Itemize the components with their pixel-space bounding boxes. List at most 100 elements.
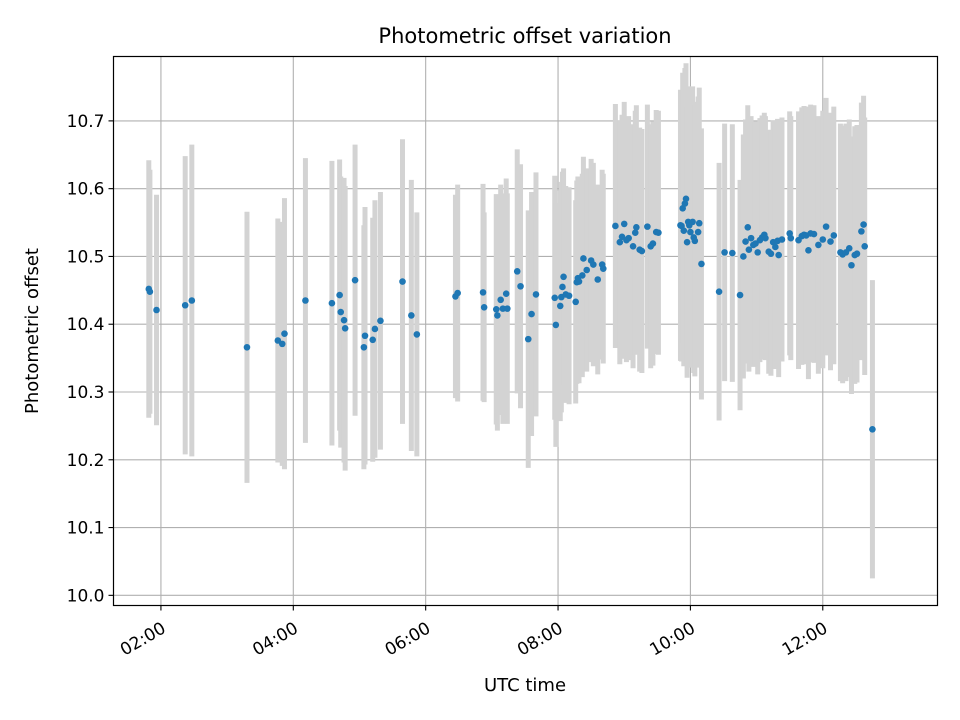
- data-point: [612, 222, 619, 230]
- data-point: [742, 238, 749, 245]
- data-point: [655, 229, 662, 237]
- data-point: [695, 219, 703, 227]
- data-point: [336, 291, 343, 299]
- data-point: [853, 250, 861, 258]
- data-point: [556, 302, 564, 310]
- data-point: [575, 278, 583, 285]
- data-point: [861, 242, 868, 250]
- data-point: [736, 291, 744, 299]
- data-point: [281, 330, 288, 338]
- data-point: [340, 316, 348, 324]
- data-point: [858, 228, 865, 235]
- data-point: [689, 218, 696, 226]
- data-point: [532, 291, 540, 298]
- chart-title: Photometric offset variation: [378, 24, 671, 48]
- data-point: [565, 292, 573, 300]
- data-point: [805, 247, 812, 254]
- data-point: [715, 288, 723, 295]
- y-axis-title: Photometric offset: [22, 248, 43, 414]
- data-point: [369, 336, 377, 344]
- data-point: [827, 238, 834, 245]
- data-point: [625, 234, 632, 242]
- data-point: [583, 266, 591, 274]
- data-point: [754, 249, 761, 256]
- data-point: [778, 236, 786, 243]
- data-point: [620, 220, 628, 228]
- y-tick-label: 10.7: [67, 112, 105, 132]
- y-tick-label: 10.3: [67, 383, 105, 403]
- data-point: [594, 276, 602, 283]
- data-point: [181, 301, 189, 309]
- plot-frame: [112, 55, 939, 607]
- data-point: [371, 325, 379, 333]
- data-point: [360, 343, 368, 351]
- data-point: [787, 234, 795, 242]
- data-point: [502, 290, 510, 298]
- data-point: [188, 297, 196, 304]
- data-point: [580, 255, 587, 262]
- data-point: [524, 335, 532, 343]
- data-point: [680, 227, 688, 234]
- data-point: [479, 289, 487, 296]
- data-point: [633, 224, 640, 231]
- data-point: [302, 297, 309, 304]
- data-point: [480, 303, 488, 311]
- data-point: [815, 241, 822, 249]
- data-point: [560, 273, 567, 281]
- data-point: [810, 230, 818, 238]
- data-point: [153, 306, 160, 314]
- data-point: [721, 249, 728, 256]
- data-point: [517, 282, 524, 290]
- y-tick-label: 10.1: [67, 519, 105, 539]
- data-point: [278, 340, 286, 348]
- data-point: [351, 276, 359, 284]
- data-point: [552, 321, 560, 329]
- data-point: [830, 232, 838, 239]
- data-point: [775, 251, 782, 259]
- data-point: [629, 242, 637, 250]
- data-point: [869, 425, 876, 433]
- y-tick-label: 10.0: [67, 586, 105, 606]
- data-point: [616, 238, 624, 246]
- data-points: [145, 195, 876, 433]
- data-point: [337, 308, 345, 316]
- data-point: [503, 305, 511, 312]
- data-point: [745, 246, 753, 253]
- data-point: [377, 317, 384, 325]
- data-point: [599, 265, 607, 272]
- data-point: [492, 306, 500, 313]
- data-point: [744, 224, 752, 231]
- data-point: [572, 298, 579, 306]
- data-point: [638, 247, 646, 255]
- data-point: [682, 195, 690, 203]
- data-point: [860, 221, 867, 228]
- data-point: [819, 236, 827, 243]
- data-point: [361, 332, 369, 340]
- x-axis-title: UTC time: [484, 675, 566, 696]
- data-point: [631, 229, 639, 237]
- data-point: [494, 312, 501, 319]
- data-point: [845, 245, 853, 252]
- y-tick-label: 10.2: [67, 451, 105, 471]
- y-axis: 10.0 10.1 10.2 10.3 10.4 10.5 10.6 10.7: [67, 112, 114, 606]
- data-point: [687, 228, 694, 236]
- data-point: [413, 331, 421, 338]
- data-point: [513, 268, 521, 275]
- data-point: [683, 238, 691, 246]
- y-tick-label: 10.5: [67, 247, 105, 267]
- data-point: [551, 294, 559, 302]
- data-point: [243, 343, 251, 351]
- y-tick-label: 10.4: [67, 315, 105, 335]
- data-point: [408, 312, 415, 319]
- data-point: [694, 228, 702, 236]
- data-point: [497, 296, 504, 304]
- data-point: [767, 250, 775, 258]
- data-point: [341, 324, 349, 332]
- data-point: [399, 278, 406, 285]
- data-point: [848, 261, 855, 269]
- y-tick-label: 10.6: [67, 180, 105, 200]
- data-point: [691, 237, 699, 245]
- data-point: [579, 272, 586, 279]
- data-point: [740, 253, 747, 260]
